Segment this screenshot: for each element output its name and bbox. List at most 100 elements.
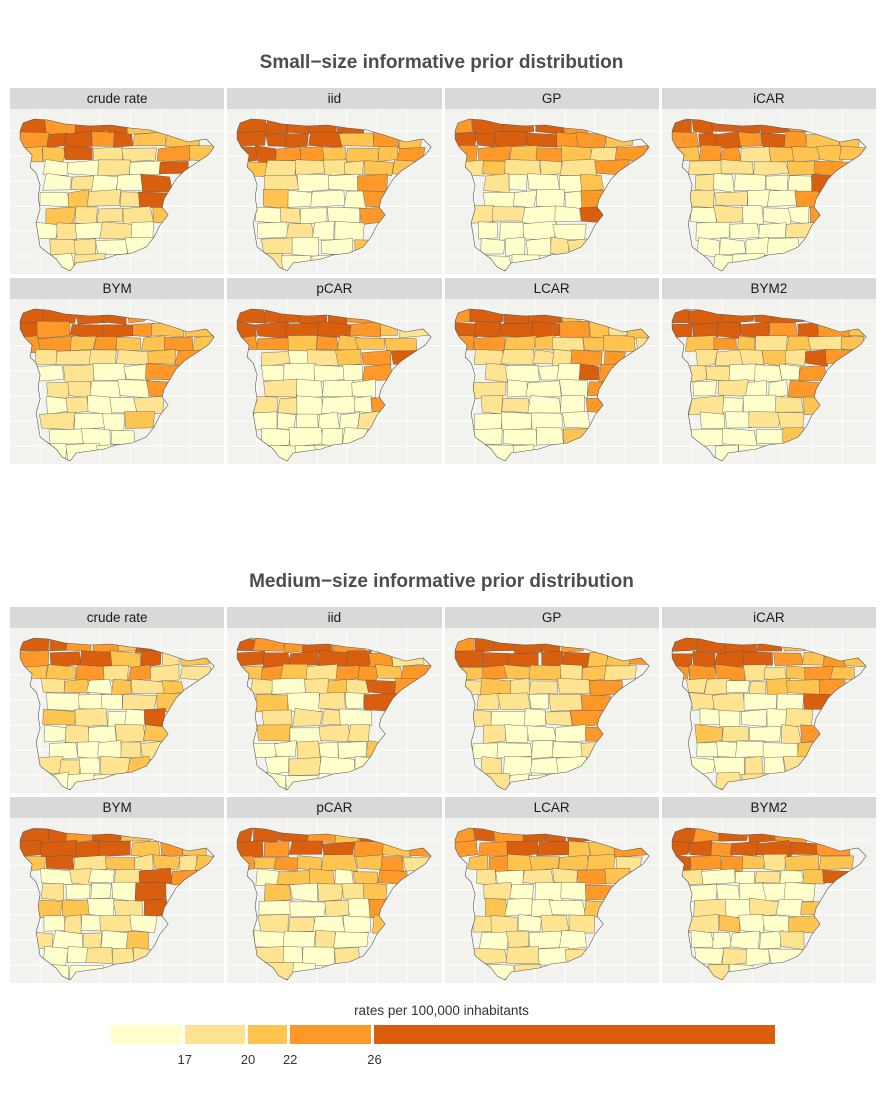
province-region xyxy=(48,428,85,446)
province-region xyxy=(470,428,502,445)
province-region xyxy=(339,412,361,430)
province-region xyxy=(74,708,108,727)
province-region xyxy=(556,363,581,382)
province-region xyxy=(161,680,185,695)
province-region xyxy=(535,147,563,163)
province-region xyxy=(357,665,379,681)
province-region xyxy=(359,206,389,225)
province-region xyxy=(82,932,102,949)
province-region xyxy=(579,173,604,193)
province-region xyxy=(760,133,786,148)
province-region xyxy=(343,915,372,935)
medium-prior-panel-grid: crude rate iid GP iCAR BYM pCAR LCAR BYM… xyxy=(10,607,876,983)
province-region xyxy=(635,337,649,352)
province-region xyxy=(482,724,506,744)
province-region xyxy=(317,883,343,902)
province-region xyxy=(63,364,95,384)
provinces-group xyxy=(671,638,866,790)
strip-label: BYM2 xyxy=(661,797,876,818)
province-region xyxy=(782,756,808,776)
province-region xyxy=(264,840,290,857)
provinces-group xyxy=(237,309,432,461)
province-region xyxy=(687,160,724,175)
province-region xyxy=(362,190,395,208)
province-map xyxy=(661,109,876,274)
province-region xyxy=(785,679,823,696)
province-region xyxy=(762,853,787,872)
province-region xyxy=(140,173,173,193)
province-region xyxy=(117,379,150,399)
province-region xyxy=(773,828,807,844)
province-region xyxy=(296,378,324,399)
province-region xyxy=(777,411,804,429)
province-region xyxy=(114,869,142,884)
province-region xyxy=(719,146,742,162)
country-outline xyxy=(454,827,650,981)
map-svg xyxy=(444,628,659,793)
province-region xyxy=(454,649,484,668)
province-region xyxy=(318,692,346,711)
province-region xyxy=(355,337,386,350)
country-outline xyxy=(454,308,650,462)
province-region xyxy=(512,444,536,461)
province-region xyxy=(689,207,717,224)
province-region xyxy=(95,239,128,255)
province-region xyxy=(490,915,518,934)
province-region xyxy=(261,351,291,367)
province-region xyxy=(87,394,113,416)
province-region xyxy=(63,914,82,934)
province-region xyxy=(728,363,757,381)
province-region xyxy=(363,882,388,901)
province-region xyxy=(138,191,170,208)
province-region xyxy=(557,854,590,870)
province-region xyxy=(91,131,115,147)
legend-tick-label: 17 xyxy=(177,1052,192,1067)
provinces-group xyxy=(671,119,866,271)
province-region xyxy=(129,160,163,177)
map-svg xyxy=(661,628,876,793)
province-region xyxy=(237,131,267,147)
province-region xyxy=(296,173,332,193)
panel-bym-medium: BYM xyxy=(10,797,225,983)
province-map xyxy=(227,628,442,793)
province-region xyxy=(803,666,834,682)
province-region xyxy=(43,915,66,932)
province-region xyxy=(692,322,718,338)
legend-swatch xyxy=(290,1025,372,1044)
province-region xyxy=(692,380,717,397)
province-region xyxy=(264,160,298,177)
province-region xyxy=(528,930,563,950)
province-region xyxy=(338,132,375,147)
legend-tick-label: 22 xyxy=(282,1052,298,1067)
province-region xyxy=(800,724,820,743)
province-region xyxy=(818,678,846,696)
province-region xyxy=(711,692,746,712)
legend-swatch xyxy=(248,1025,288,1044)
province-region xyxy=(160,839,184,856)
province-region xyxy=(759,930,784,950)
country-outline xyxy=(237,827,432,981)
province-region xyxy=(505,946,540,965)
province-region xyxy=(35,349,58,365)
province-region xyxy=(192,335,215,352)
province-region xyxy=(275,146,303,161)
strip-label: iid xyxy=(227,607,442,628)
province-region xyxy=(690,930,715,948)
province-region xyxy=(300,207,328,225)
province-region xyxy=(134,882,167,903)
province-region xyxy=(156,145,191,163)
province-region xyxy=(747,189,770,208)
province-region xyxy=(535,427,564,446)
country-outline xyxy=(19,118,215,272)
province-region xyxy=(692,650,715,668)
province-region xyxy=(344,160,365,176)
province-region xyxy=(575,131,606,149)
province-region xyxy=(174,349,211,366)
province-region xyxy=(509,677,530,696)
country-outline xyxy=(19,827,215,981)
provinces-group xyxy=(671,828,854,980)
province-region xyxy=(754,364,783,383)
province-region xyxy=(333,931,369,949)
province-region xyxy=(318,756,356,776)
province-region xyxy=(504,236,525,257)
